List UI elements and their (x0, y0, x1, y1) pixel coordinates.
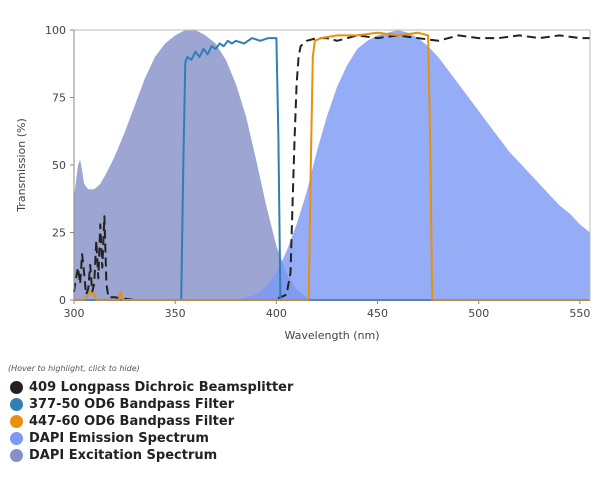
legend-swatch (10, 449, 23, 462)
x-axis-label: Wavelength (nm) (284, 329, 379, 342)
legend-label: 447-60 OD6 Bandpass Filter (29, 414, 235, 429)
transmission-chart: 300 350 400 450 500 550 0 25 50 75 100 Wavelength … (15, 24, 591, 342)
y-axis-label: Transmission (%) (15, 118, 28, 213)
legend-items: 409 Longpass Dichroic Beamsplitter 377-50… (8, 379, 293, 464)
spectrum-areas (74, 30, 590, 300)
y-tick-label: 0 (59, 294, 66, 307)
legend-item-447-60-od6-bandpass-filter[interactable]: 447-60 OD6 Bandpass Filter (8, 413, 293, 430)
y-tick-label: 25 (52, 227, 66, 240)
line-377-50-od6-bandpass-filter (74, 37, 590, 301)
legend-swatch (10, 398, 23, 411)
legend-item-377-50-od6-bandpass-filter[interactable]: 377-50 OD6 Bandpass Filter (8, 396, 293, 413)
x-tick-label: 450 (367, 307, 388, 320)
line-409-longpass-dichroic-beamsplitter (73, 34, 590, 301)
y-tick-label: 75 (52, 92, 66, 105)
legend-item-dapi-excitation-spectrum[interactable]: DAPI Excitation Spectrum (8, 447, 293, 464)
x-tick-label: 350 (165, 307, 186, 320)
x-tick-label: 550 (569, 307, 590, 320)
legend-label: DAPI Excitation Spectrum (29, 448, 218, 463)
legend-hint: (Hover to highlight, click to hide) (8, 364, 140, 373)
x-tick-label: 500 (468, 307, 489, 320)
legend-swatch (10, 432, 23, 445)
legend-item-409-longpass-dichroic-beamsplitter[interactable]: 409 Longpass Dichroic Beamsplitter (8, 379, 293, 396)
y-tick-label: 50 (52, 159, 66, 172)
y-tick-label: 100 (45, 24, 66, 37)
line-447-60-od6-bandpass-filter (74, 31, 590, 301)
legend-label: 377-50 OD6 Bandpass Filter (29, 397, 235, 412)
legend-label: DAPI Emission Spectrum (29, 431, 209, 446)
axes: 300 350 400 450 500 550 0 25 50 75 100 (45, 24, 591, 320)
area-dapi-emission-spectrum (235, 30, 590, 300)
legend-label: 409 Longpass Dichroic Beamsplitter (29, 380, 294, 395)
legend: (Hover to highlight, click to hide) 409 … (8, 364, 293, 464)
x-tick-label: 400 (266, 307, 287, 320)
legend-swatch (10, 415, 23, 428)
area-dapi-excitation-spectrum (74, 30, 317, 300)
legend-item-dapi-emission-spectrum[interactable]: DAPI Emission Spectrum (8, 430, 293, 447)
filter-lines (73, 31, 590, 301)
x-tick-label: 300 (64, 307, 85, 320)
legend-swatch (10, 381, 23, 394)
